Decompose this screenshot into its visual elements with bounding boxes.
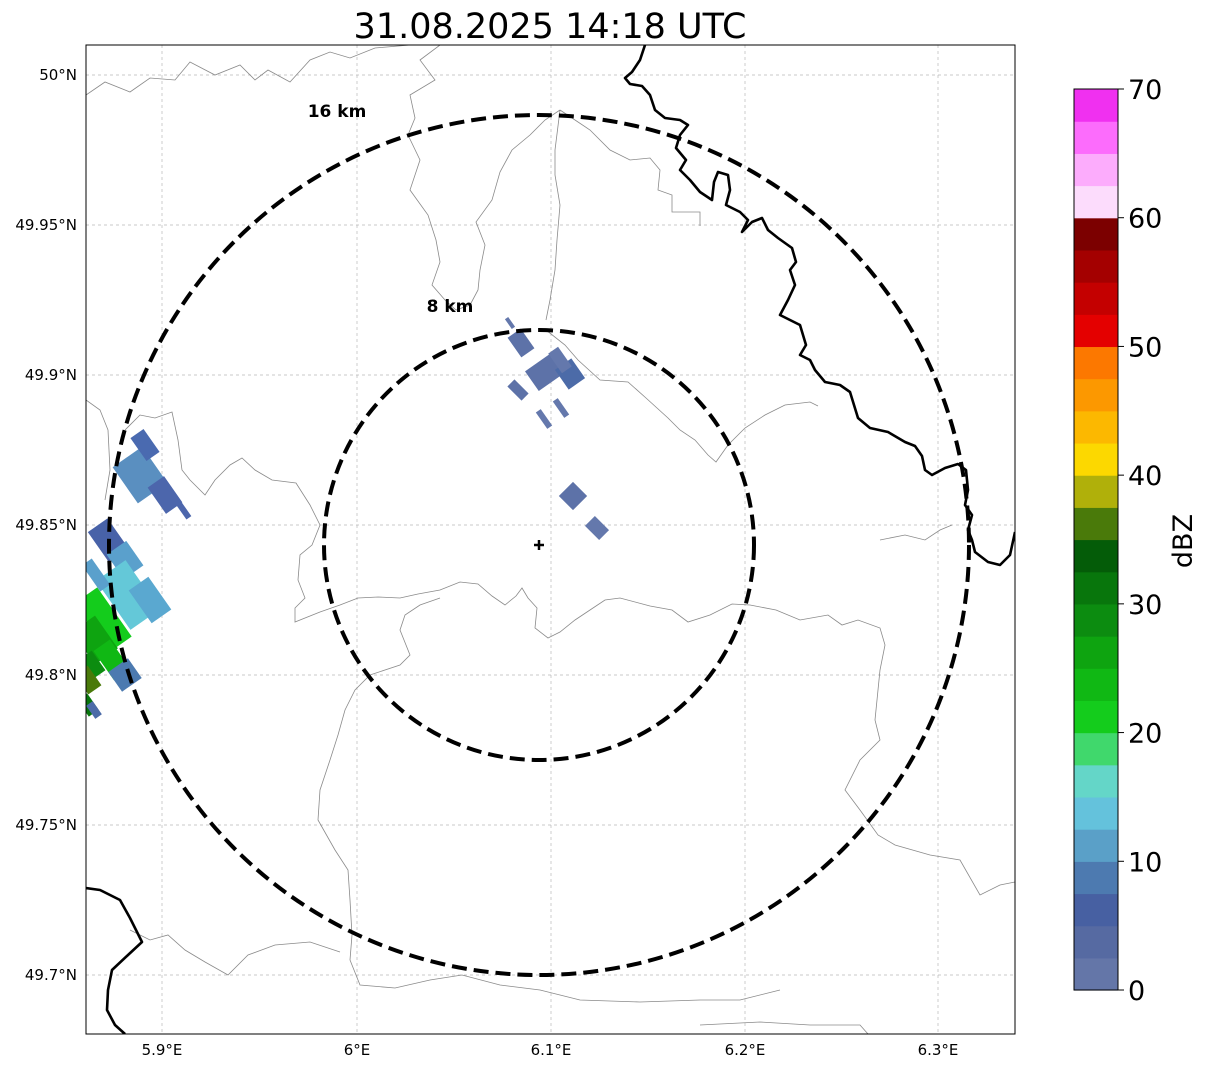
lon-tick: 6.1°E bbox=[531, 1041, 572, 1059]
colorbar-swatch bbox=[1074, 861, 1118, 895]
colorbar-tick-label: 50 bbox=[1128, 332, 1162, 363]
colorbar-swatch bbox=[1074, 346, 1118, 380]
colorbar-swatch bbox=[1074, 153, 1118, 187]
lat-tick: 49.85°N bbox=[15, 516, 77, 534]
colorbar-swatch bbox=[1074, 217, 1118, 251]
colorbar-swatch bbox=[1074, 314, 1118, 348]
range-ring-label-16km: 16 km bbox=[308, 102, 367, 122]
lat-tick: 49.95°N bbox=[15, 216, 77, 234]
colorbar-tick-label: 40 bbox=[1128, 461, 1162, 492]
colorbar-swatch bbox=[1074, 829, 1118, 862]
range-ring-16km bbox=[107, 113, 971, 977]
range-ring-8km bbox=[322, 328, 756, 762]
radar-echoes bbox=[86, 316, 610, 719]
colorbar-swatch bbox=[1074, 764, 1118, 798]
colorbar-swatch bbox=[1074, 249, 1118, 283]
graticule bbox=[86, 45, 1015, 1034]
colorbar-swatch bbox=[1074, 700, 1118, 734]
colorbar-label: dBZ bbox=[1168, 514, 1199, 568]
lat-tick: 49.9°N bbox=[25, 366, 77, 384]
echo-cluster-east bbox=[558, 481, 610, 541]
colorbar-swatch bbox=[1074, 185, 1118, 219]
admin-boundaries bbox=[86, 45, 1015, 1034]
colorbar-ticks: 0 10 20 30 40 50 60 70 bbox=[1118, 75, 1162, 1007]
figure-title: 31.08.2025 14:18 UTC bbox=[354, 7, 747, 47]
colorbar-swatch bbox=[1074, 475, 1118, 508]
colorbar-swatch bbox=[1074, 636, 1118, 669]
colorbar-swatch bbox=[1074, 893, 1118, 927]
colorbar-swatch bbox=[1074, 121, 1118, 154]
colorbar-tick-label: 10 bbox=[1128, 847, 1162, 878]
lon-tick: 6.3°E bbox=[918, 1041, 959, 1059]
colorbar-swatch bbox=[1074, 282, 1118, 315]
lon-tick: 6.2°E bbox=[725, 1041, 766, 1059]
colorbar-swatch bbox=[1074, 668, 1118, 701]
lon-tick: 6°E bbox=[344, 1041, 371, 1059]
latitude-tick-labels: 50°N 49.95°N 49.9°N 49.85°N 49.8°N 49.75… bbox=[15, 66, 77, 984]
colorbar: 0 10 20 30 40 50 60 70 dBZ bbox=[1073, 75, 1199, 1007]
colorbar-tick-label: 20 bbox=[1128, 719, 1162, 750]
colorbar-tick-label: 30 bbox=[1128, 590, 1162, 621]
colorbar-swatch bbox=[1074, 603, 1118, 637]
colorbar-swatch bbox=[1074, 442, 1118, 476]
lon-tick: 5.9°E bbox=[142, 1041, 183, 1059]
colorbar-swatch bbox=[1074, 925, 1118, 959]
lat-tick: 50°N bbox=[39, 66, 77, 84]
colorbar-swatch bbox=[1074, 796, 1118, 830]
colorbar-swatch bbox=[1074, 539, 1118, 573]
colorbar-swatch bbox=[1074, 378, 1118, 412]
colorbar-tick-label: 70 bbox=[1128, 75, 1162, 106]
map-background bbox=[86, 45, 1015, 1034]
echo-band-west bbox=[86, 428, 192, 719]
colorbar-swatch bbox=[1074, 410, 1118, 444]
colorbar-frame bbox=[1073, 88, 1119, 991]
colorbar-swatch bbox=[1074, 507, 1118, 541]
longitude-tick-labels: 5.9°E 6°E 6.1°E 6.2°E 6.3°E bbox=[142, 1041, 959, 1059]
colorbar-swatches bbox=[1074, 89, 1118, 991]
colorbar-tick-label: 60 bbox=[1128, 204, 1162, 235]
colorbar-swatch bbox=[1074, 732, 1118, 766]
lat-tick: 49.75°N bbox=[15, 816, 77, 834]
echo-cluster-north bbox=[504, 316, 586, 429]
lat-tick: 49.8°N bbox=[25, 666, 77, 684]
colorbar-swatch bbox=[1074, 957, 1118, 991]
radar-site-cross bbox=[534, 540, 544, 550]
colorbar-tick-label: 0 bbox=[1128, 976, 1145, 1007]
colorbar-swatch bbox=[1074, 571, 1118, 605]
lat-tick: 49.7°N bbox=[25, 966, 77, 984]
map-frame bbox=[85, 44, 1016, 1035]
colorbar-swatch bbox=[1074, 89, 1118, 122]
range-ring-label-8km: 8 km bbox=[427, 297, 474, 317]
map-panel: 8 km 16 km bbox=[85, 44, 1016, 1035]
